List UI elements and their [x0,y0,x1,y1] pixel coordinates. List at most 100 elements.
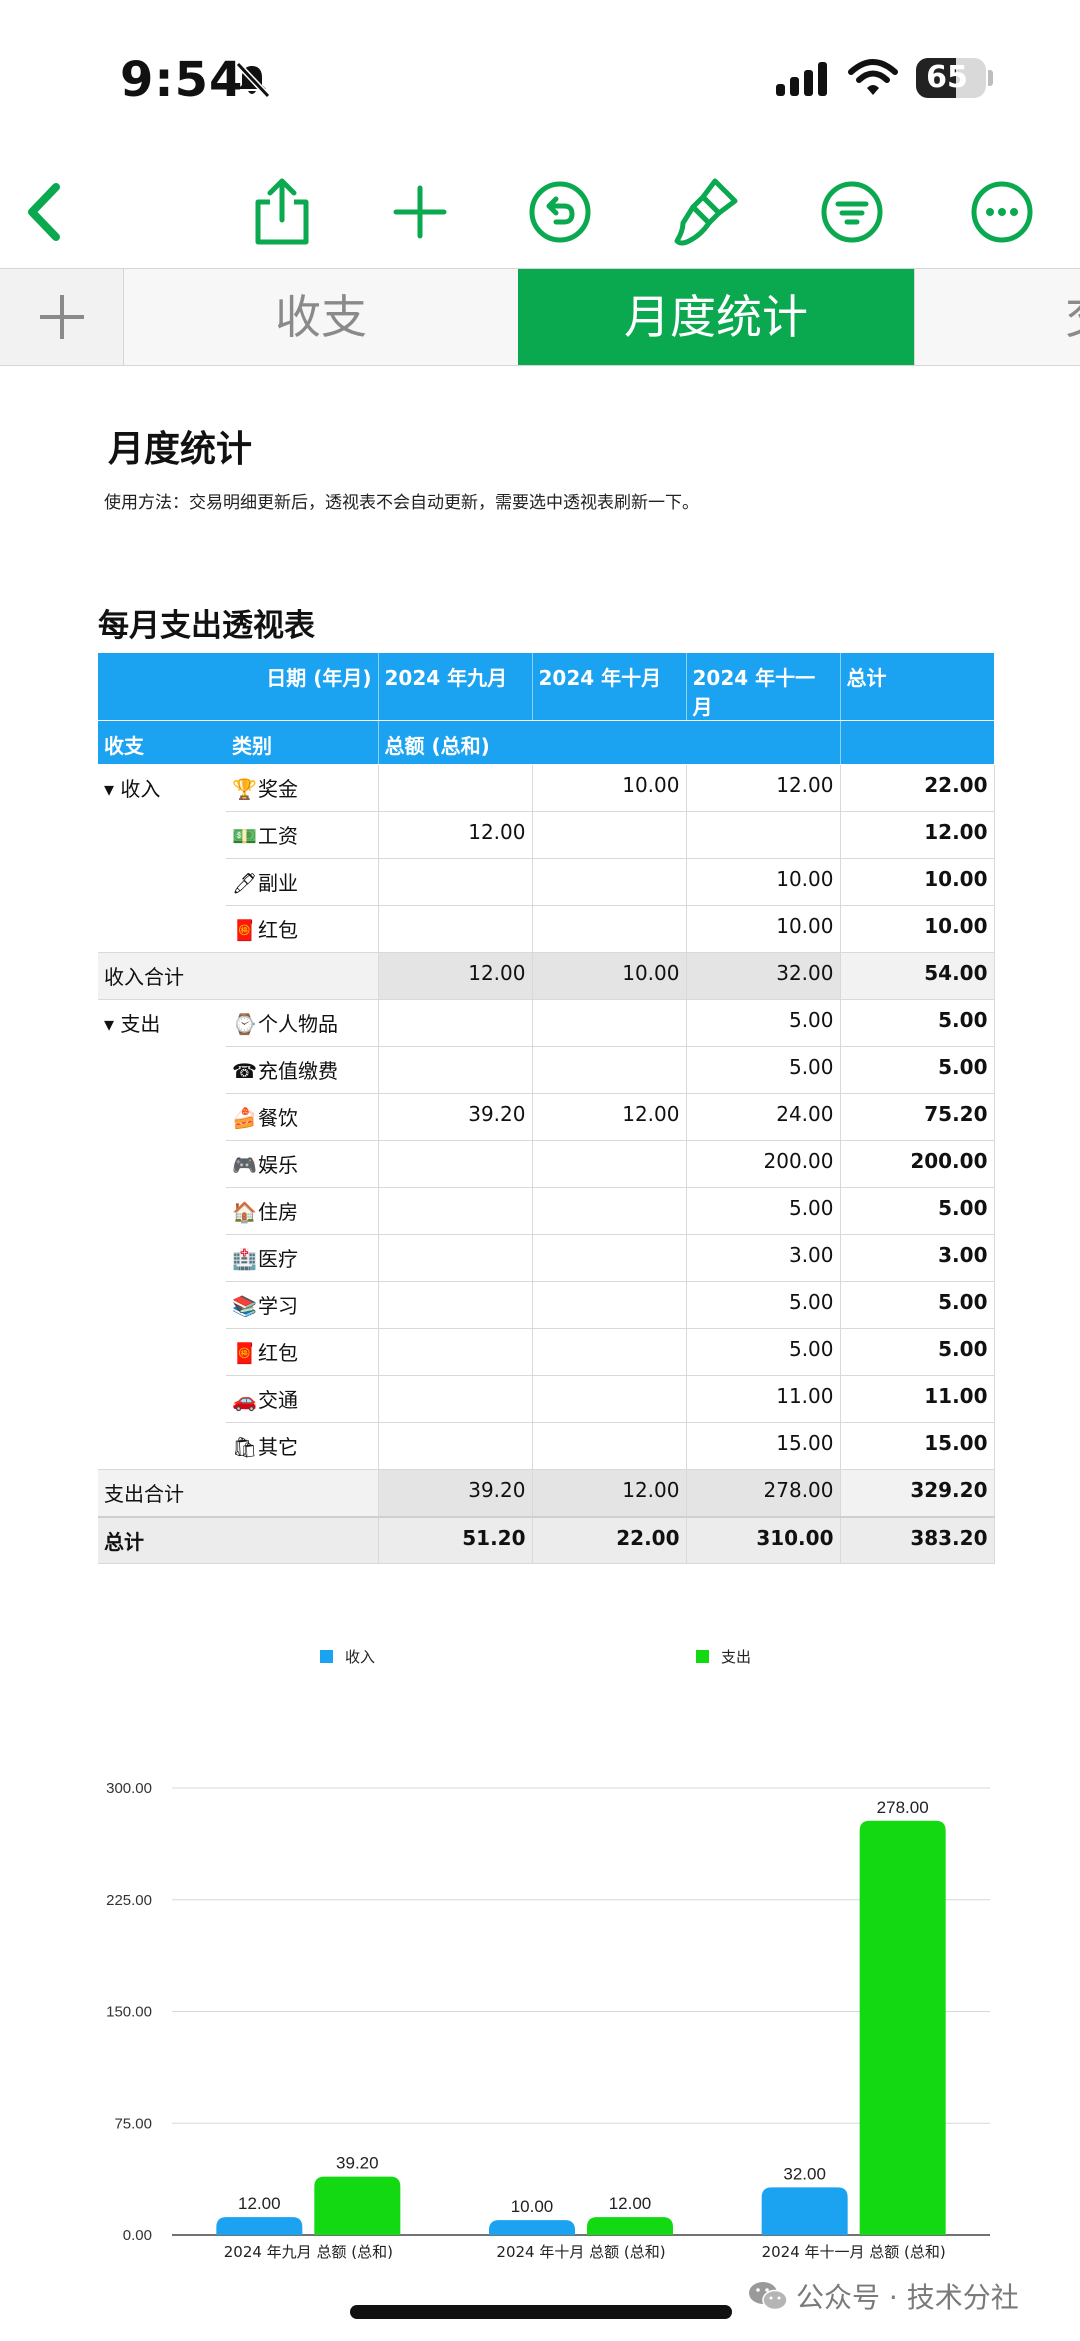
value-cell[interactable]: 24.00 [685,1093,840,1141]
subtotal-label[interactable]: 收入合计 [98,952,378,1000]
value-cell[interactable]: 12.00 [685,764,840,812]
value-cell[interactable]: 200.00 [685,1140,840,1188]
value-cell[interactable] [377,1422,532,1470]
value-cell[interactable]: 3.00 [839,1234,995,1282]
add-button[interactable] [378,170,462,254]
subtotal-value[interactable]: 39.20 [377,1469,532,1517]
value-cell[interactable] [377,858,532,906]
total-header[interactable]: 总计 [839,653,995,721]
category-cell[interactable]: 🏠住房 [226,1187,378,1235]
value-cell[interactable]: 200.00 [839,1140,995,1188]
value-cell[interactable] [377,1140,532,1188]
value-cell[interactable]: 12.00 [377,811,532,859]
date-header[interactable]: 日期 (年月) [98,653,378,721]
month-header[interactable]: 2024 年十一月 [685,653,840,721]
tab-partial[interactable]: 交 [914,269,1080,365]
category-cell[interactable]: 🚗交通 [226,1375,378,1423]
category-header[interactable]: 类别 [226,720,378,765]
format-brush-button[interactable] [664,170,748,254]
value-cell[interactable] [531,811,686,859]
value-cell[interactable] [531,1328,686,1376]
value-cell[interactable] [377,1375,532,1423]
subtotal-value[interactable]: 54.00 [839,952,995,1000]
expense-group-label[interactable]: ▾ 支出 [98,999,226,1470]
value-cell[interactable] [531,1422,686,1470]
value-cell[interactable] [377,1328,532,1376]
grand-total-label[interactable]: 总计 [98,1515,378,1564]
value-cell[interactable] [531,999,686,1047]
value-cell[interactable] [377,764,532,812]
subtotal-value[interactable]: 12.00 [377,952,532,1000]
tab-monthly-stats[interactable]: 月度统计 [518,269,914,365]
value-cell[interactable]: 39.20 [377,1093,532,1141]
empty-header-cell[interactable] [839,720,995,765]
value-cell[interactable]: 5.00 [685,999,840,1047]
subtotal-value[interactable]: 32.00 [685,952,840,1000]
category-cell[interactable]: 🎮娱乐 [226,1140,378,1188]
value-cell[interactable]: 5.00 [685,1046,840,1094]
value-cell[interactable]: 10.00 [685,905,840,953]
value-cell[interactable]: 75.20 [839,1093,995,1141]
value-cell[interactable]: 11.00 [685,1375,840,1423]
value-cell[interactable] [377,1046,532,1094]
value-cell[interactable]: 5.00 [685,1187,840,1235]
grand-total-value[interactable]: 51.20 [377,1515,532,1564]
value-cell[interactable] [531,858,686,906]
value-cell[interactable]: 5.00 [839,1046,995,1094]
category-cell[interactable]: ⌚个人物品 [226,999,378,1047]
subtotal-value[interactable]: 10.00 [531,952,686,1000]
value-cell[interactable]: 5.00 [685,1328,840,1376]
value-cell[interactable] [377,1281,532,1329]
value-cell[interactable]: 10.00 [531,764,686,812]
undo-button[interactable] [518,170,602,254]
month-header[interactable]: 2024 年九月 [377,653,532,721]
value-cell[interactable] [531,1046,686,1094]
subtotal-label[interactable]: 支出合计 [98,1469,378,1517]
value-cell[interactable]: 3.00 [685,1234,840,1282]
value-cell[interactable]: 5.00 [839,1187,995,1235]
value-cell[interactable] [377,999,532,1047]
bar-chart[interactable]: 收入 支出 0.00 75.00 150.00 225.00 300.00 12.00 39.2… [0,1600,1080,2280]
category-cell[interactable]: 🧧红包 [226,905,378,953]
grand-total-value[interactable]: 383.20 [839,1515,995,1564]
category-cell[interactable]: 🛍其它 [226,1422,378,1470]
month-header[interactable]: 2024 年十月 [531,653,686,721]
value-cell[interactable]: 10.00 [685,858,840,906]
category-cell[interactable]: 🧧红包 [226,1328,378,1376]
value-cell[interactable]: 10.00 [839,858,995,906]
grand-total-value[interactable]: 22.00 [531,1515,686,1564]
value-cell[interactable]: 15.00 [685,1422,840,1470]
back-button[interactable] [0,170,84,254]
value-cell[interactable]: 12.00 [839,811,995,859]
category-cell[interactable]: 📚学习 [226,1281,378,1329]
subtotal-value[interactable]: 12.00 [531,1469,686,1517]
tab-income-expense[interactable]: 收支 [124,269,518,365]
value-cell[interactable] [531,1281,686,1329]
value-cell[interactable] [377,1187,532,1235]
share-button[interactable] [240,170,324,254]
category-cell[interactable]: 🖊副业 [226,858,378,906]
value-cell[interactable] [531,1375,686,1423]
category-cell[interactable]: 🍰餐饮 [226,1093,378,1141]
value-cell[interactable]: 5.00 [839,1328,995,1376]
category-cell[interactable]: 🏥医疗 [226,1234,378,1282]
value-cell[interactable]: 5.00 [839,999,995,1047]
value-cell[interactable] [377,1234,532,1282]
subtotal-value[interactable]: 278.00 [685,1469,840,1517]
value-cell[interactable] [685,811,840,859]
value-cell[interactable] [377,905,532,953]
more-button[interactable] [960,170,1044,254]
add-sheet-button[interactable] [0,269,124,365]
value-cell[interactable]: 22.00 [839,764,995,812]
category-cell[interactable]: 💵工资 [226,811,378,859]
measure-header[interactable]: 总额 (总和) [377,720,840,765]
value-cell[interactable]: 5.00 [839,1281,995,1329]
value-cell[interactable]: 11.00 [839,1375,995,1423]
value-cell[interactable] [531,905,686,953]
category-cell[interactable]: 🏆奖金 [226,764,378,812]
value-cell[interactable]: 12.00 [531,1093,686,1141]
category-cell[interactable]: ☎充值缴费 [226,1046,378,1094]
value-cell[interactable]: 15.00 [839,1422,995,1470]
value-cell[interactable]: 5.00 [685,1281,840,1329]
income-group-label[interactable]: ▾ 收入 [98,764,226,953]
